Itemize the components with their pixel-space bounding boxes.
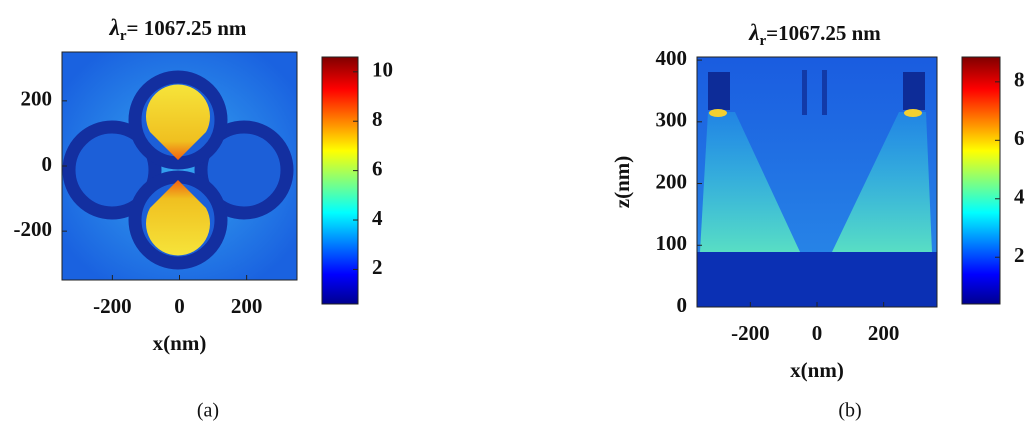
colorbar-tick-label: 8 bbox=[1014, 68, 1025, 92]
x-tick-label: -200 bbox=[93, 294, 132, 318]
x-tick-label: 0 bbox=[812, 321, 823, 345]
colorbar-tick-label: 6 bbox=[372, 156, 383, 180]
y-axis-label: z(nm) bbox=[610, 156, 634, 208]
title-text: =1067.25 nm bbox=[766, 21, 881, 45]
chart-title: λr=1067.25 nm bbox=[748, 20, 881, 49]
y-tick-label: 0 bbox=[677, 293, 688, 317]
caption: (a) bbox=[197, 400, 219, 422]
y-tick-label: 300 bbox=[656, 108, 688, 132]
x-axis-label: x(nm) bbox=[153, 331, 207, 355]
y-tick-label: 100 bbox=[656, 231, 688, 255]
field-map-b bbox=[697, 57, 937, 307]
colorbar-tick-label: 8 bbox=[372, 107, 383, 131]
x-tick-label: 200 bbox=[231, 294, 263, 318]
x-axis-label: x(nm) bbox=[790, 358, 844, 382]
x-tick-label: 200 bbox=[868, 321, 900, 345]
y-tick-label: 0 bbox=[42, 152, 53, 176]
y-tick-label: 400 bbox=[656, 46, 688, 70]
x-tick-label: 0 bbox=[174, 294, 185, 318]
field-map-a bbox=[62, 52, 297, 280]
colorbar-tick-label: 4 bbox=[372, 206, 383, 230]
caption: (b) bbox=[838, 400, 861, 422]
title-subscript: r bbox=[120, 28, 127, 44]
colorbar bbox=[321, 56, 359, 305]
title-symbol: λ bbox=[109, 15, 120, 40]
colorbar bbox=[961, 56, 1001, 305]
title-symbol: λ bbox=[748, 20, 759, 45]
x-tick-label: -200 bbox=[731, 321, 770, 345]
title-text: = 1067.25 nm bbox=[127, 16, 247, 40]
colorbar-tick-label: 6 bbox=[1014, 126, 1025, 150]
colorbar-tick-label: 10 bbox=[372, 58, 393, 82]
y-tick-label: 200 bbox=[21, 87, 53, 111]
y-tick-label: -200 bbox=[14, 217, 53, 241]
colorbar-tick-label: 4 bbox=[1014, 185, 1025, 209]
colorbar-tick-label: 2 bbox=[1014, 243, 1025, 267]
colorbar-tick-label: 2 bbox=[372, 255, 383, 279]
title-subscript: r bbox=[759, 33, 766, 49]
chart-title: λr= 1067.25 nm bbox=[109, 15, 247, 44]
y-tick-label: 200 bbox=[656, 169, 688, 193]
